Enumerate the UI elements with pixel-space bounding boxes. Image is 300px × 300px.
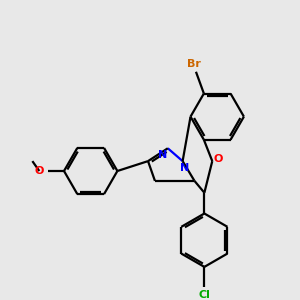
Text: N: N <box>158 150 167 160</box>
Text: Br: Br <box>187 59 201 69</box>
Text: O: O <box>34 166 44 176</box>
Text: Cl: Cl <box>198 290 210 300</box>
Text: O: O <box>214 154 223 164</box>
Text: N: N <box>180 163 189 173</box>
